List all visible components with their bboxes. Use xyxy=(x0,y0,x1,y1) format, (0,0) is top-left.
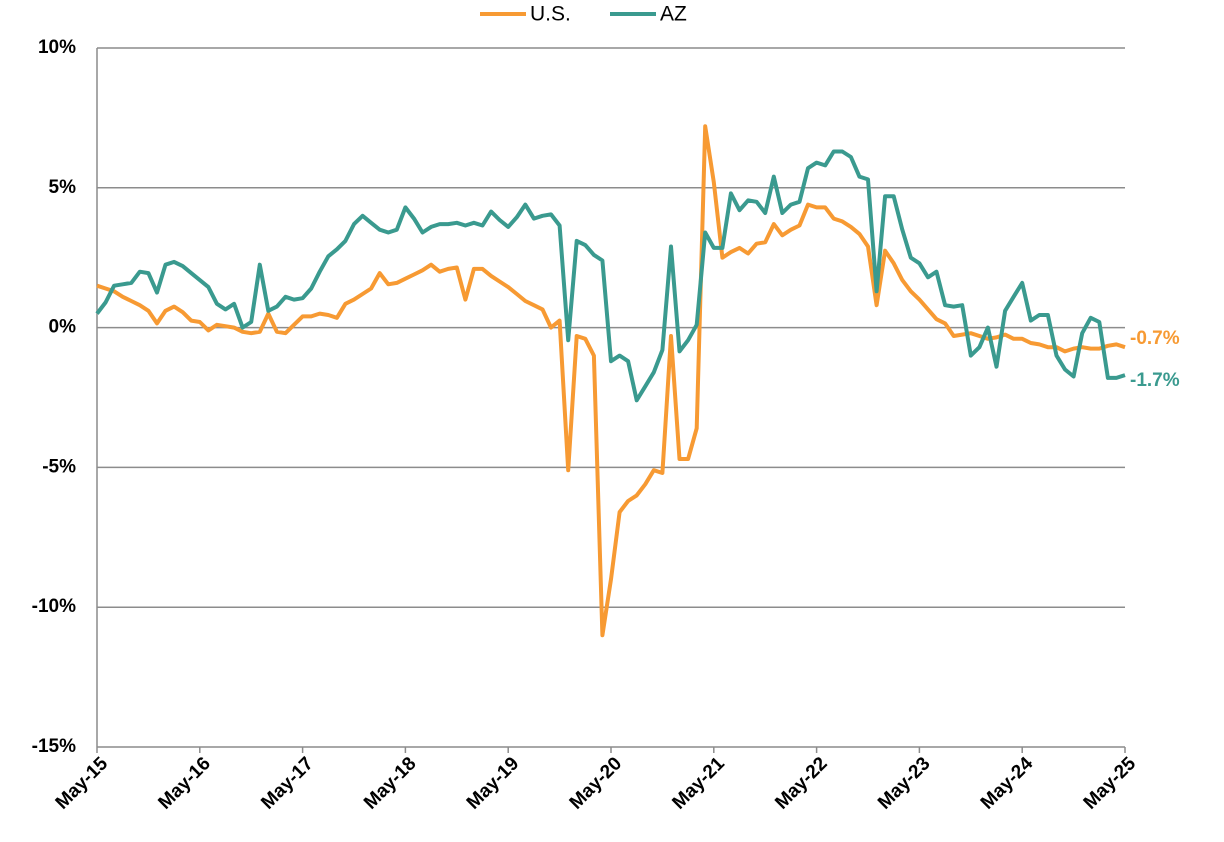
end-label: -0.7% xyxy=(1130,328,1180,349)
legend-text: U.S. xyxy=(530,3,571,26)
x-tick-label: May-19 xyxy=(463,753,523,813)
x-tick-label: May-16 xyxy=(154,753,214,813)
x-tick-label: May-22 xyxy=(771,753,831,813)
x-tick-label: May-24 xyxy=(977,753,1038,814)
x-tick-label: May-21 xyxy=(668,753,729,814)
x-tick-label: May-25 xyxy=(1080,753,1141,814)
series-line xyxy=(95,149,1126,403)
x-tick-label: May-18 xyxy=(360,753,420,813)
y-tick-label: 0% xyxy=(49,317,77,338)
x-tick-label: May-20 xyxy=(566,753,626,813)
y-tick-label: -15% xyxy=(32,736,76,757)
end-label: -1.7% xyxy=(1130,370,1180,391)
x-tick-label: May-17 xyxy=(257,753,317,813)
x-tick-label: May-15 xyxy=(52,753,113,814)
y-tick-label: 5% xyxy=(49,177,77,198)
series-line xyxy=(96,124,1126,638)
y-tick-label: -10% xyxy=(32,596,76,617)
x-tick-label: May-23 xyxy=(874,753,934,813)
legend-text: AZ xyxy=(660,3,687,26)
y-tick-label: 10% xyxy=(38,37,76,58)
y-tick-label: -5% xyxy=(42,456,76,477)
